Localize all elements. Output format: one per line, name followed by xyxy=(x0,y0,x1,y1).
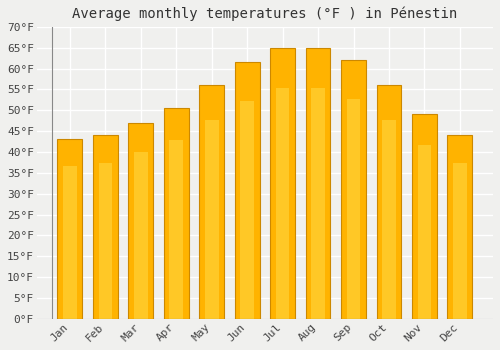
Bar xyxy=(341,60,366,319)
Title: Average monthly temperatures (°F ) in Pénestin: Average monthly temperatures (°F ) in Pé… xyxy=(72,7,458,21)
Bar xyxy=(412,114,437,319)
Bar xyxy=(448,135,472,319)
Bar xyxy=(306,48,330,319)
Bar xyxy=(93,135,118,319)
Bar xyxy=(453,163,466,319)
Bar xyxy=(418,145,432,319)
Bar xyxy=(200,85,224,319)
Bar xyxy=(63,166,76,319)
Bar xyxy=(134,152,147,319)
Bar xyxy=(164,108,188,319)
Bar xyxy=(346,99,360,319)
Bar xyxy=(270,48,295,319)
Bar xyxy=(205,120,218,319)
Bar xyxy=(128,123,153,319)
Bar xyxy=(311,88,325,319)
Bar xyxy=(235,62,260,319)
Bar xyxy=(376,85,402,319)
Bar xyxy=(240,101,254,319)
Bar xyxy=(276,88,289,319)
Bar xyxy=(98,163,112,319)
Bar xyxy=(170,140,183,319)
Bar xyxy=(58,139,82,319)
Bar xyxy=(382,120,396,319)
